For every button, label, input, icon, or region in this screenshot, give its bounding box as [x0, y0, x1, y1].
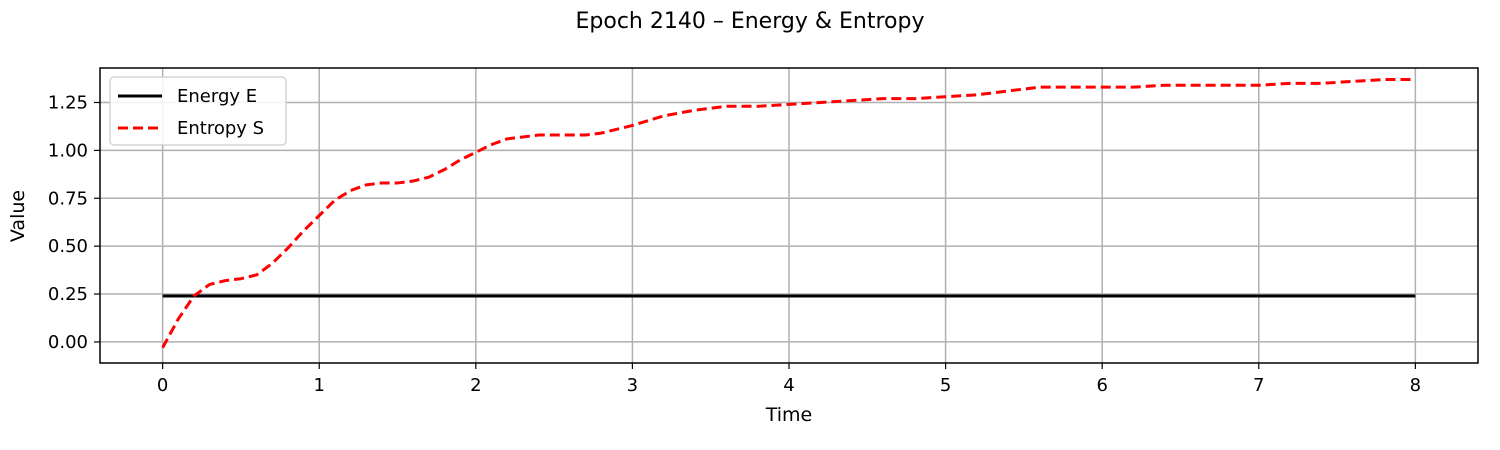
legend-label: Entropy S	[177, 118, 264, 139]
y-ticks: 0.00 0.25 0.50 0.75 1.00 1.25	[48, 92, 100, 353]
x-ticks: 0 1 2 3 4 5 6 7 8	[157, 363, 1421, 396]
x-tick-label: 7	[1253, 375, 1264, 396]
chart-title: Epoch 2140 – Energy & Entropy	[576, 9, 925, 34]
series-layer	[161, 77, 1416, 349]
y-tick-label: 0.50	[48, 236, 88, 257]
x-tick-label: 3	[627, 375, 638, 396]
x-tick-label: 8	[1410, 375, 1421, 396]
x-tick-label: 4	[783, 375, 794, 396]
series-line-entropy-s	[161, 77, 1416, 349]
y-tick-label: 0.75	[48, 188, 88, 209]
x-axis-label: Time	[765, 404, 813, 426]
x-tick-label: 1	[314, 375, 325, 396]
y-tick-label: 0.25	[48, 284, 88, 305]
grid	[100, 68, 1478, 363]
legend-label: Energy E	[177, 86, 257, 107]
y-tick-label: 0.00	[48, 332, 88, 353]
x-tick-label: 6	[1096, 375, 1107, 396]
y-tick-label: 1.25	[48, 92, 88, 113]
x-tick-label: 5	[940, 375, 951, 396]
x-tick-label: 2	[470, 375, 481, 396]
y-axis-label: Value	[7, 190, 29, 242]
y-tick-label: 1.00	[48, 140, 88, 161]
legend: Energy E Entropy S	[109, 76, 287, 146]
x-tick-label: 0	[157, 375, 168, 396]
